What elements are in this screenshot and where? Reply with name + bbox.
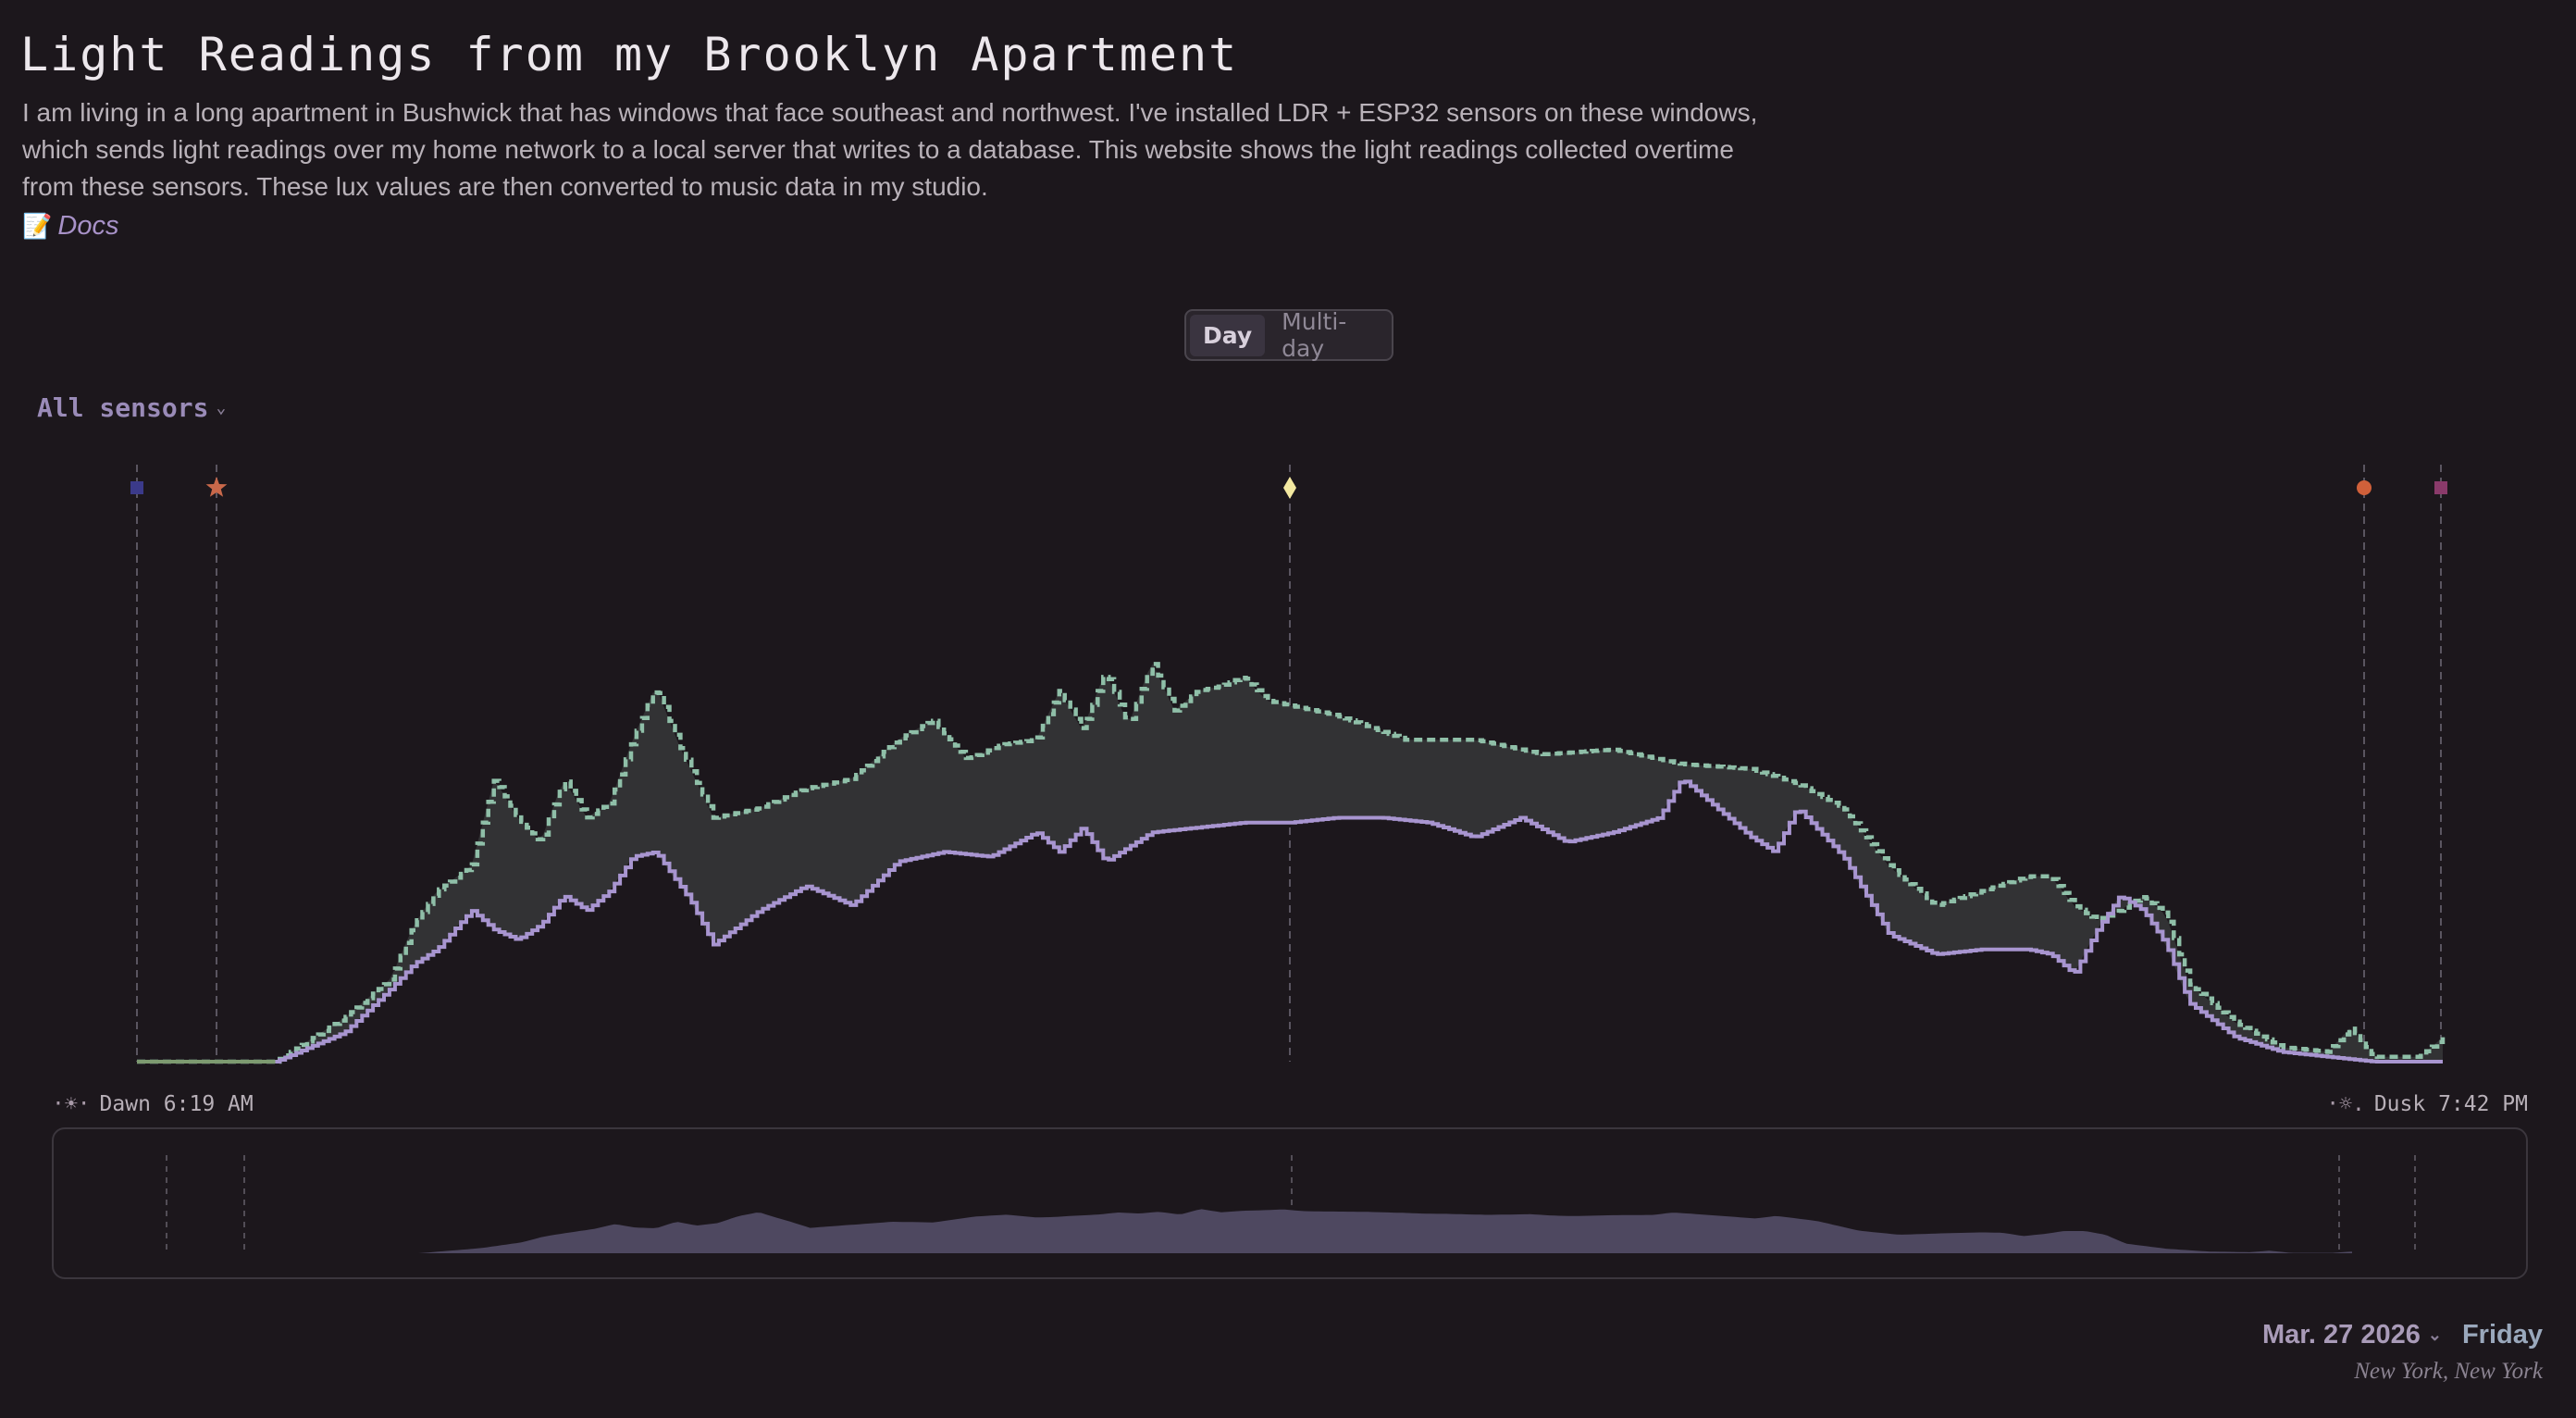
sunset-marker[interactable]: [2357, 480, 2372, 495]
view-toggle: Day Multi-day: [1184, 308, 1393, 362]
dawn-marker[interactable]: [130, 481, 143, 494]
tab-day[interactable]: Day: [1190, 314, 1266, 356]
page-title: Light Readings from my Brooklyn Apartmen…: [20, 28, 1239, 81]
docs-link-label: Docs: [57, 211, 119, 241]
dusk-text: Dusk 7:42 PM: [2373, 1092, 2528, 1116]
weekday: Friday: [2461, 1320, 2543, 1350]
date-picker[interactable]: Mar. 27 2026 ⌄: [2262, 1320, 2442, 1350]
sunrise-marker[interactable]: [205, 477, 228, 497]
sensor-range-band: [137, 664, 2443, 1062]
memo-icon: 📝: [22, 212, 53, 240]
sun-markers: [130, 477, 2447, 499]
dawn-text: Dawn 6:19 AM: [99, 1092, 254, 1116]
location: New York, New York: [2354, 1359, 2543, 1384]
northwest-sensor-line: [137, 779, 2443, 1064]
intro-paragraph: I am living in a long apartment in Bushw…: [22, 98, 1758, 201]
date-value: Mar. 27 2026: [2261, 1320, 2421, 1350]
overview-brush[interactable]: [52, 1127, 2528, 1279]
dusk-icon: ·☼.: [2326, 1092, 2365, 1116]
overview-chart[interactable]: [54, 1129, 2528, 1279]
date-row: Mar. 27 2026 ⌄ Friday: [2262, 1320, 2543, 1350]
dawn-label: ·☀· Dawn 6:19 AM: [52, 1092, 254, 1116]
light-readings-chart[interactable]: [0, 444, 2576, 1092]
dusk-label: ·☼. Dusk 7:42 PM: [2326, 1092, 2528, 1116]
overview-area: [296, 1209, 2352, 1253]
chevron-down-icon: ⌄: [216, 398, 227, 417]
docs-link[interactable]: 📝 Docs: [22, 211, 118, 242]
sensor-select[interactable]: All sensors ⌄: [37, 392, 226, 423]
dawn-icon: ·☀·: [52, 1092, 91, 1116]
dusk-marker[interactable]: [2434, 481, 2447, 494]
sensor-select-value: All sensors: [37, 392, 209, 423]
chevron-down-icon: ⌄: [2427, 1325, 2442, 1344]
tab-multi-day[interactable]: Multi-day: [1282, 308, 1347, 362]
solar-noon-marker[interactable]: [1283, 477, 1296, 499]
southeast-sensor-line: [137, 662, 2446, 1064]
